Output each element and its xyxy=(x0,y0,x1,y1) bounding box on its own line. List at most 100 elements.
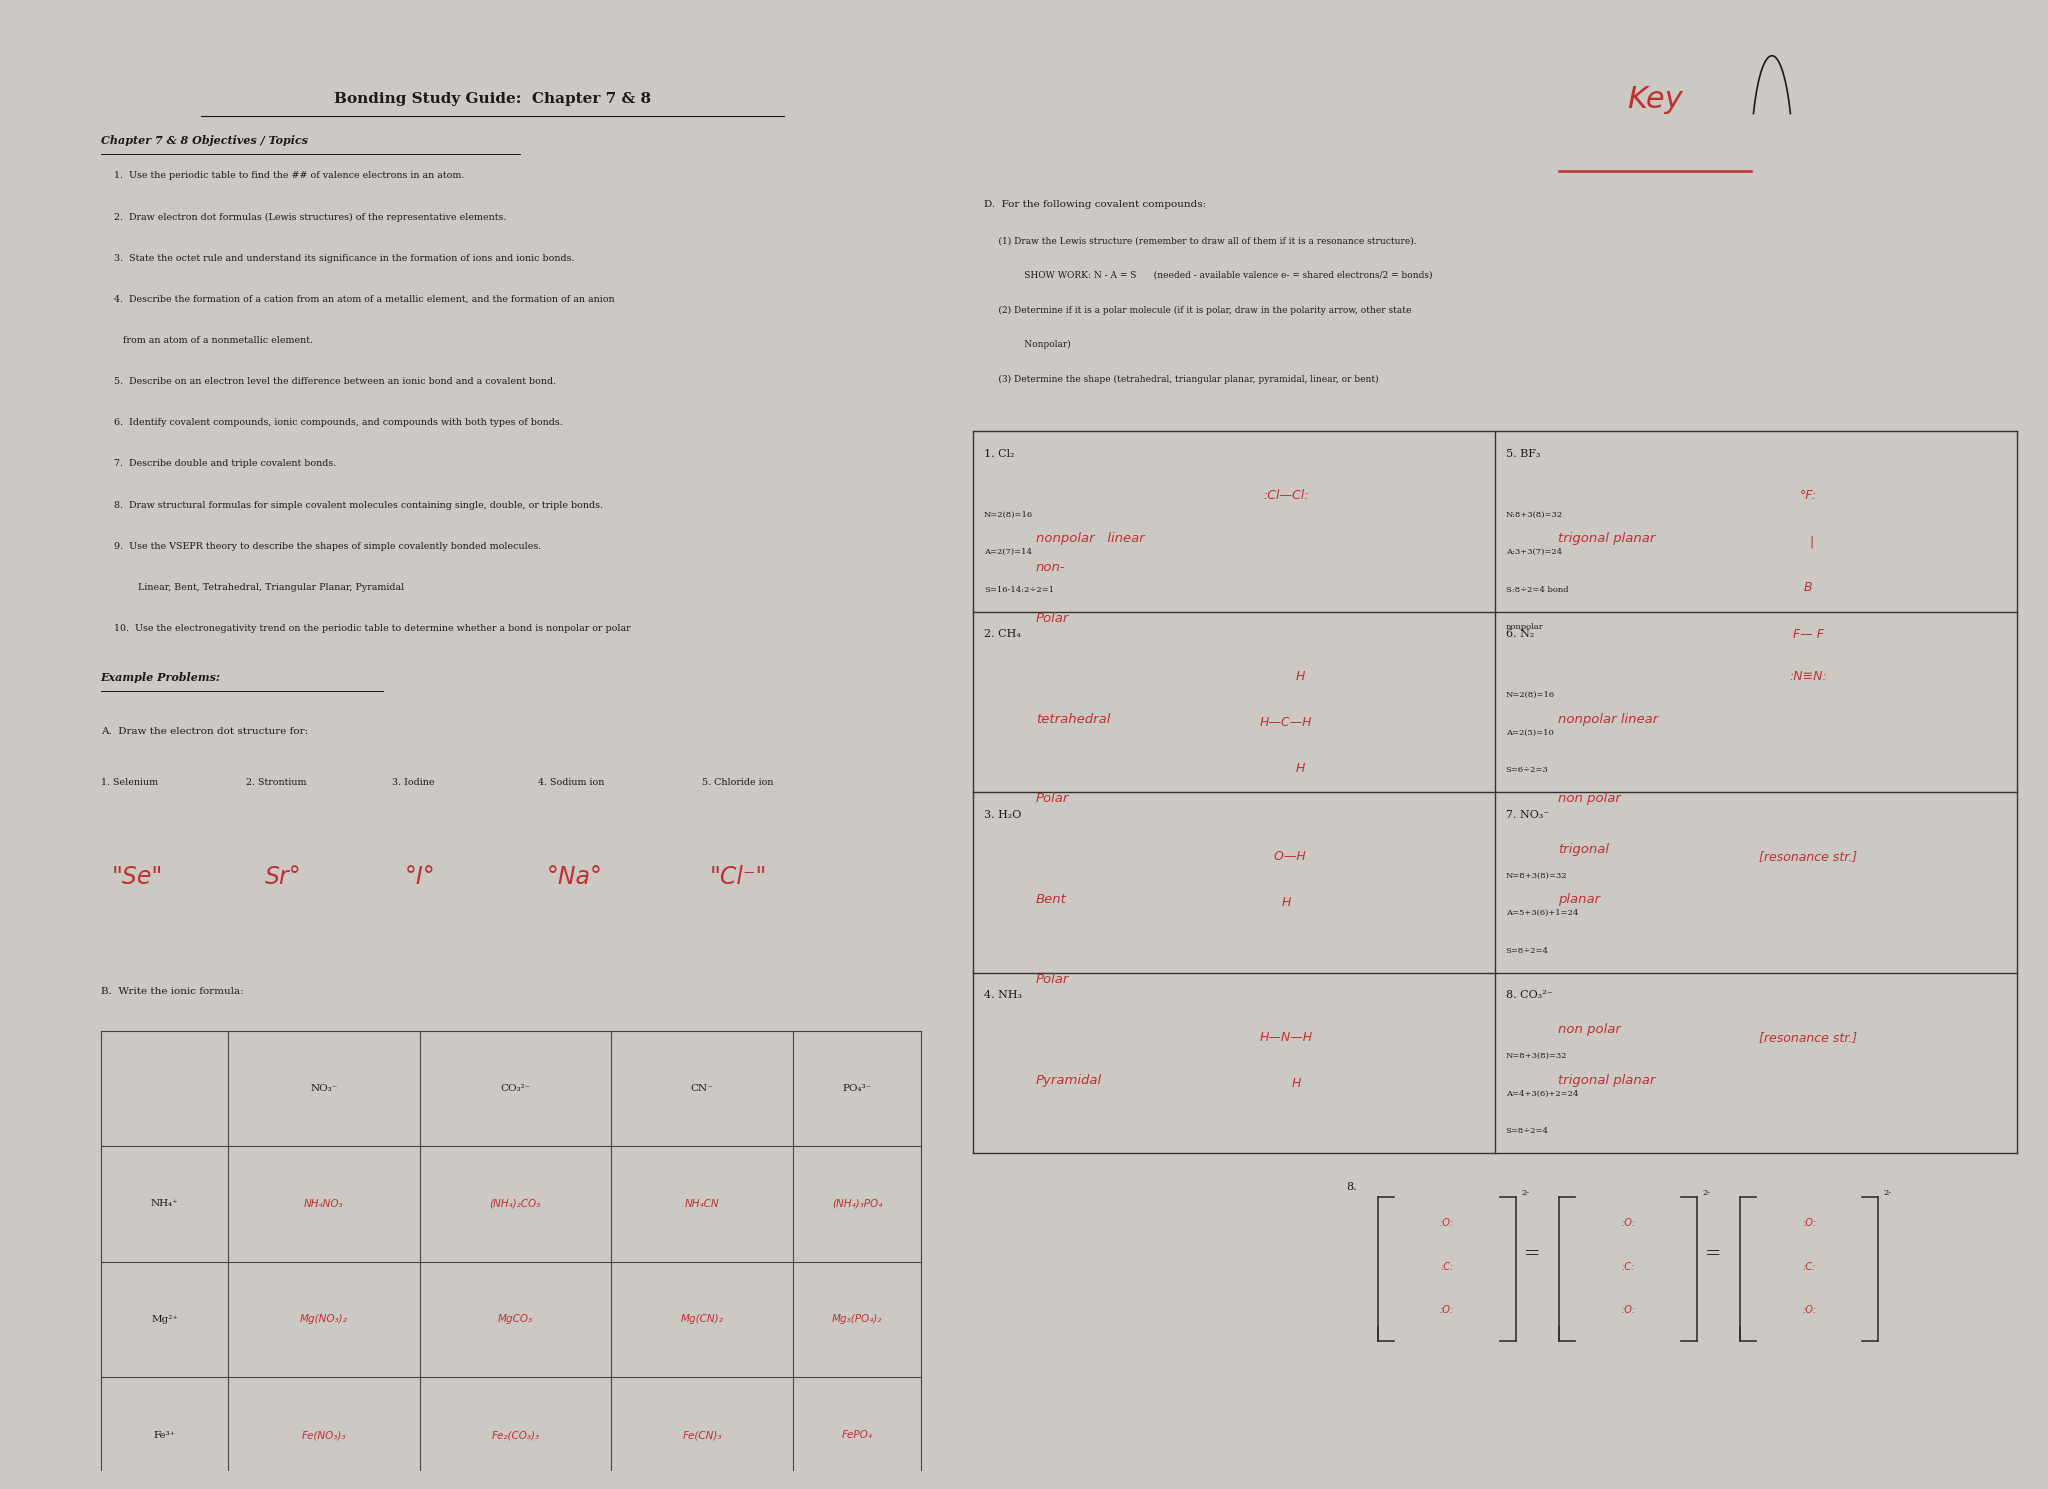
Text: Mg(CN)₂: Mg(CN)₂ xyxy=(680,1315,723,1325)
Text: trigonal planar: trigonal planar xyxy=(1559,533,1655,545)
Text: :C:: :C: xyxy=(1622,1261,1634,1272)
Text: 2-: 2- xyxy=(1884,1190,1892,1197)
Text: Bent: Bent xyxy=(1036,893,1067,907)
Text: 1.  Use the periodic table to find the ## of valence electrons in an atom.: 1. Use the periodic table to find the ##… xyxy=(115,171,465,180)
Text: S=16-14:2÷2=1: S=16-14:2÷2=1 xyxy=(983,585,1055,594)
Text: A=2(5)=10: A=2(5)=10 xyxy=(1505,728,1554,737)
Text: H—N—H: H—N—H xyxy=(1260,1030,1313,1044)
Text: Bonding Study Guide:  Chapter 7 & 8: Bonding Study Guide: Chapter 7 & 8 xyxy=(334,92,651,106)
Text: H: H xyxy=(1282,896,1290,910)
Text: non polar: non polar xyxy=(1559,1023,1620,1036)
Text: B.  Write the ionic formula:: B. Write the ionic formula: xyxy=(100,987,244,996)
Text: °F:: °F: xyxy=(1800,488,1817,502)
Text: SHOW WORK: N - A = S      (needed - available valence e- = shared electrons/2 = : SHOW WORK: N - A = S (needed - available… xyxy=(983,271,1432,280)
Text: from an atom of a nonmetallic element.: from an atom of a nonmetallic element. xyxy=(115,337,313,345)
Text: (NH₄)₂CO₃: (NH₄)₂CO₃ xyxy=(489,1199,541,1209)
Text: Mg(NO₃)₂: Mg(NO₃)₂ xyxy=(301,1315,348,1325)
Text: 10.  Use the electronegativity trend on the periodic table to determine whether : 10. Use the electronegativity trend on t… xyxy=(115,624,631,633)
Text: CO₃²⁻: CO₃²⁻ xyxy=(500,1084,530,1093)
Text: :O:: :O: xyxy=(1622,1218,1634,1228)
Text: N:8+3(8)=32: N:8+3(8)=32 xyxy=(1505,511,1563,518)
Text: [resonance str.]: [resonance str.] xyxy=(1759,1030,1858,1044)
Text: 2. Strontium: 2. Strontium xyxy=(246,777,307,786)
Text: 2. CH₄: 2. CH₄ xyxy=(983,628,1020,639)
Text: :C:: :C: xyxy=(1802,1261,1817,1272)
Text: NH₄⁺: NH₄⁺ xyxy=(152,1200,178,1209)
Text: H: H xyxy=(1268,762,1305,774)
Text: Fe(CN)₃: Fe(CN)₃ xyxy=(682,1429,721,1440)
Text: (NH₄)₃PO₄: (NH₄)₃PO₄ xyxy=(831,1199,883,1209)
Text: =: = xyxy=(1524,1245,1540,1264)
Text: Linear, Bent, Tetrahedral, Triangular Planar, Pyramidal: Linear, Bent, Tetrahedral, Triangular Pl… xyxy=(115,582,406,591)
Text: 1. Cl₂: 1. Cl₂ xyxy=(983,448,1014,459)
Text: Fe₂(CO₃)₃: Fe₂(CO₃)₃ xyxy=(492,1429,539,1440)
Text: 9.  Use the VSEPR theory to describe the shapes of simple covalently bonded mole: 9. Use the VSEPR theory to describe the … xyxy=(115,542,541,551)
Text: (2) Determine if it is a polar molecule (if it is polar, draw in the polarity ar: (2) Determine if it is a polar molecule … xyxy=(983,305,1411,314)
Text: :O:: :O: xyxy=(1440,1304,1454,1315)
Text: A=5+3(6)+1=24: A=5+3(6)+1=24 xyxy=(1505,910,1579,917)
Text: 4. NH₃: 4. NH₃ xyxy=(983,990,1022,1001)
Text: 3. Iodine: 3. Iodine xyxy=(393,777,434,786)
Text: 2-: 2- xyxy=(1522,1190,1530,1197)
Text: :O:: :O: xyxy=(1440,1218,1454,1228)
Text: °I°: °I° xyxy=(403,865,434,889)
Text: 8. CO₃²⁻: 8. CO₃²⁻ xyxy=(1505,990,1552,1001)
Text: "Cl⁻": "Cl⁻" xyxy=(711,865,768,889)
Text: :O:: :O: xyxy=(1802,1304,1817,1315)
Text: Nonpolar): Nonpolar) xyxy=(983,339,1071,350)
Text: 5.  Describe on an electron level the difference between an ionic bond and a cov: 5. Describe on an electron level the dif… xyxy=(115,377,557,386)
Text: :O:: :O: xyxy=(1622,1304,1634,1315)
Text: Polar: Polar xyxy=(1036,612,1069,625)
Text: nonpolar: nonpolar xyxy=(1505,624,1544,631)
Text: A.  Draw the electron dot structure for:: A. Draw the electron dot structure for: xyxy=(100,727,307,736)
Text: O—H: O—H xyxy=(1266,850,1307,864)
Text: N=8+3(8)=32: N=8+3(8)=32 xyxy=(1505,1053,1567,1060)
Text: A=4+3(6)+2=24: A=4+3(6)+2=24 xyxy=(1505,1090,1579,1097)
Text: H: H xyxy=(1272,1077,1300,1090)
Text: A:3+3(7)=24: A:3+3(7)=24 xyxy=(1505,548,1563,557)
Text: 5. Chloride ion: 5. Chloride ion xyxy=(702,777,774,786)
Text: [resonance str.]: [resonance str.] xyxy=(1759,850,1858,864)
Text: non-: non- xyxy=(1036,561,1065,575)
Text: 8.: 8. xyxy=(1346,1182,1356,1193)
Text: NH₄CN: NH₄CN xyxy=(684,1199,719,1209)
Text: Example Problems:: Example Problems: xyxy=(100,673,221,683)
Text: 7. NO₃⁻: 7. NO₃⁻ xyxy=(1505,810,1548,819)
Text: S=8÷2=4: S=8÷2=4 xyxy=(1505,947,1548,954)
Text: 7.  Describe double and triple covalent bonds.: 7. Describe double and triple covalent b… xyxy=(115,460,336,469)
Text: tetrahedral: tetrahedral xyxy=(1036,713,1110,725)
Text: S=8÷2=4: S=8÷2=4 xyxy=(1505,1127,1548,1136)
Text: Fe³⁺: Fe³⁺ xyxy=(154,1431,176,1440)
Text: PO₄³⁻: PO₄³⁻ xyxy=(842,1084,872,1093)
Text: (1) Draw the Lewis structure (remember to draw all of them if it is a resonance : (1) Draw the Lewis structure (remember t… xyxy=(983,237,1417,246)
Text: °Na°: °Na° xyxy=(547,865,602,889)
Text: Polar: Polar xyxy=(1036,972,1069,986)
Text: NH₄NO₃: NH₄NO₃ xyxy=(305,1199,344,1209)
Text: :Cl—Cl:: :Cl—Cl: xyxy=(1264,488,1309,502)
Text: =: = xyxy=(1706,1245,1722,1264)
Text: 6.  Identify covalent compounds, ionic compounds, and compounds with both types : 6. Identify covalent compounds, ionic co… xyxy=(115,418,563,427)
Text: Mg₃(PO₄)₂: Mg₃(PO₄)₂ xyxy=(831,1315,883,1325)
Text: trigonal planar: trigonal planar xyxy=(1559,1074,1655,1087)
Text: non polar: non polar xyxy=(1559,792,1620,806)
Text: 1. Selenium: 1. Selenium xyxy=(100,777,158,786)
Text: Polar: Polar xyxy=(1036,792,1069,806)
Text: N=8+3(8)=32: N=8+3(8)=32 xyxy=(1505,871,1567,880)
Text: nonpolar linear: nonpolar linear xyxy=(1559,713,1659,725)
Text: (3) Determine the shape (tetrahedral, triangular planar, pyramidal, linear, or b: (3) Determine the shape (tetrahedral, tr… xyxy=(983,375,1378,384)
Text: 5. BF₃: 5. BF₃ xyxy=(1505,448,1540,459)
Text: NO₃⁻: NO₃⁻ xyxy=(311,1084,338,1093)
Text: FePO₄: FePO₄ xyxy=(842,1429,872,1440)
Text: Key: Key xyxy=(1626,85,1683,113)
Text: |: | xyxy=(1802,535,1815,548)
Text: Fe(NO₃)₃: Fe(NO₃)₃ xyxy=(301,1429,346,1440)
Text: 3.  State the octet rule and understand its significance in the formation of ion: 3. State the octet rule and understand i… xyxy=(115,253,575,262)
Text: S:8÷2=4 bond: S:8÷2=4 bond xyxy=(1505,585,1569,594)
Text: N=2(8)=16: N=2(8)=16 xyxy=(1505,691,1554,700)
Text: 2.  Draw electron dot formulas (Lewis structures) of the representative elements: 2. Draw electron dot formulas (Lewis str… xyxy=(115,213,506,222)
Text: H—C—H: H—C—H xyxy=(1260,716,1313,728)
Text: :C:: :C: xyxy=(1440,1261,1454,1272)
Text: MgCO₃: MgCO₃ xyxy=(498,1315,532,1325)
Text: Chapter 7 & 8 Objectives / Topics: Chapter 7 & 8 Objectives / Topics xyxy=(100,135,307,146)
Text: 2-: 2- xyxy=(1702,1190,1710,1197)
